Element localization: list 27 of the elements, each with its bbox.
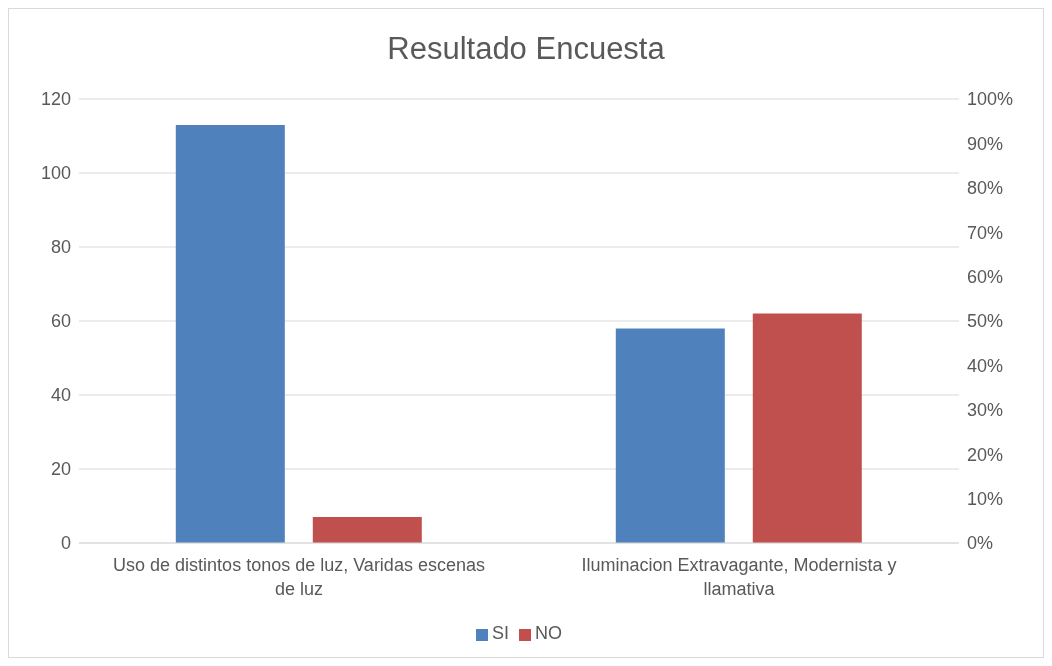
x-tick-label: Uso de distintos tonos de luz, Varidas escenas de luz	[113, 555, 485, 599]
y2-tick-label: 40%	[967, 355, 1004, 376]
legend-label: NO	[535, 623, 562, 643]
y2-tick-label: 80%	[967, 178, 1004, 199]
y-tick-label: 40	[50, 385, 71, 405]
bar	[752, 313, 862, 543]
y2-tick-label: 10%	[967, 488, 1004, 509]
y2-tick-label: 100%	[967, 89, 1014, 110]
y2-tick-label: 70%	[967, 222, 1004, 243]
bar	[175, 124, 285, 543]
y2-tick-label: 0%	[967, 533, 994, 554]
y-tick-label: 20	[50, 459, 71, 479]
y2-tick-label: 90%	[967, 133, 1004, 154]
bar	[615, 328, 725, 543]
y-tick-label: 0	[60, 533, 71, 553]
x-tick-label: Iluminacion Extravagante, Modernista y llamativa	[581, 555, 897, 599]
y2-tick-label: 50%	[967, 311, 1004, 332]
y2-tick-label: 30%	[967, 400, 1004, 421]
y-tick-label: 80	[50, 237, 71, 257]
legend-label: SI	[491, 623, 509, 643]
y-tick-label: 100	[40, 163, 71, 183]
chart-title: Resultado Encuesta	[386, 30, 666, 68]
y2-tick-label: 60%	[967, 266, 1004, 287]
y2-tick-label: 20%	[967, 444, 1004, 465]
y-tick-label: 60	[50, 311, 71, 331]
bar	[312, 517, 422, 543]
y-tick-label: 120	[40, 89, 71, 109]
